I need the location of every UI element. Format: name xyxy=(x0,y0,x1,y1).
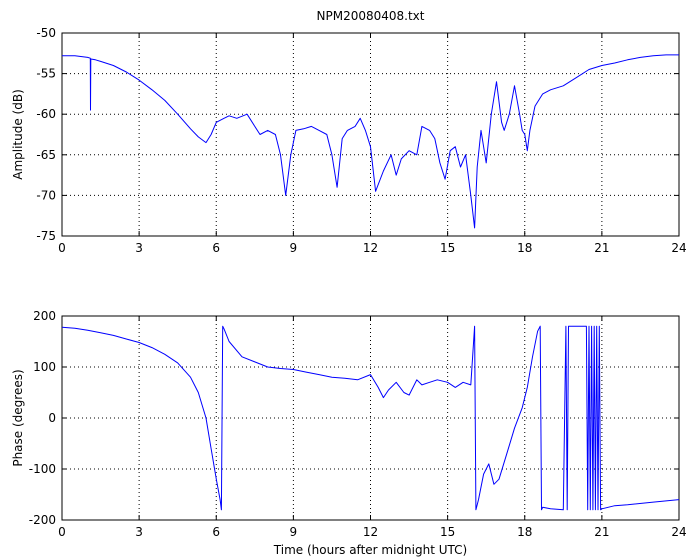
series-line xyxy=(62,54,679,229)
y-tick-label: -100 xyxy=(29,462,56,476)
phase-panel: 0 3 6 9 12 15 18 21 24 -200 -100 0 100 200 Phase (degr… xyxy=(11,309,687,557)
x-tick-label: 0 xyxy=(58,525,66,539)
x-tick-label: 12 xyxy=(363,525,378,539)
x-tick-label: 15 xyxy=(440,241,455,255)
x-tick-label: 9 xyxy=(290,241,298,255)
chart-title: NPM20080408.txt xyxy=(317,9,425,23)
x-tick-label: 21 xyxy=(594,525,609,539)
x-tick-label: 15 xyxy=(440,525,455,539)
y-tick-label: -75 xyxy=(36,229,56,243)
series-line xyxy=(61,325,680,511)
y-tick-label: 0 xyxy=(48,411,56,425)
x-tick-label: 12 xyxy=(363,241,378,255)
x-tick-label: 3 xyxy=(135,525,143,539)
y-tick-label: -60 xyxy=(36,107,56,121)
x-tick-label: 6 xyxy=(212,525,220,539)
y-tick-label: -70 xyxy=(36,188,56,202)
y-tick-label: -65 xyxy=(36,148,56,162)
x-tick-label: 9 xyxy=(290,525,298,539)
x-axis-label: Time (hours after midnight UTC) xyxy=(273,543,467,557)
x-tick-label: 18 xyxy=(517,241,532,255)
amplitude-panel: 0 3 6 9 12 15 18 21 24 -75 -70 -65 -60 -55 -50 Amplitud… xyxy=(11,26,687,255)
y-tick-label: 200 xyxy=(33,309,56,323)
x-tick-label: 18 xyxy=(517,525,532,539)
x-tick-label: 0 xyxy=(58,241,66,255)
x-tick-label: 3 xyxy=(135,241,143,255)
y-tick-label: -200 xyxy=(29,513,56,527)
y-tick-label: -55 xyxy=(36,67,56,81)
y-axis-label: Amplitude (dB) xyxy=(11,89,25,180)
x-tick-label: 24 xyxy=(671,525,686,539)
plot-area xyxy=(61,32,680,237)
x-tick-label: 24 xyxy=(671,241,686,255)
y-tick-label: -50 xyxy=(36,26,56,40)
x-tick-label: 21 xyxy=(594,241,609,255)
y-tick-label: 100 xyxy=(33,360,56,374)
y-axis-label: Phase (degrees) xyxy=(11,369,25,466)
x-tick-label: 6 xyxy=(212,241,220,255)
